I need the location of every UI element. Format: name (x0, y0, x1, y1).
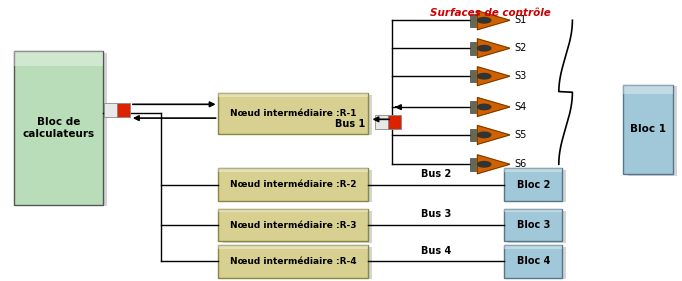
Bar (218, 169, 368, 172)
Text: Bloc 1: Bloc 1 (630, 124, 666, 134)
Text: Nœud intermédiaire :R-2: Nœud intermédiaire :R-2 (230, 180, 357, 189)
Text: Nœud intermédiaire :R-4: Nœud intermédiaire :R-4 (230, 257, 357, 266)
Bar (222, 95, 372, 135)
Bar (508, 211, 566, 243)
Bar (218, 245, 368, 249)
Text: S5: S5 (514, 130, 527, 140)
Circle shape (477, 17, 491, 23)
Text: Bloc 2: Bloc 2 (516, 180, 550, 190)
Polygon shape (477, 126, 509, 144)
Text: Bus 4: Bus 4 (421, 246, 451, 256)
Polygon shape (477, 67, 509, 86)
Bar (218, 209, 368, 212)
Text: Bloc 3: Bloc 3 (516, 220, 550, 230)
Circle shape (477, 162, 491, 167)
Bar (104, 103, 117, 117)
Text: S1: S1 (514, 15, 527, 25)
Polygon shape (477, 98, 509, 116)
Bar (508, 247, 566, 279)
Circle shape (477, 46, 491, 51)
Bar (471, 70, 479, 83)
Text: Nœud intermédiaire :R-3: Nœud intermédiaire :R-3 (230, 221, 357, 230)
Bar (18, 53, 107, 207)
Text: Bloc de
calculateurs: Bloc de calculateurs (23, 117, 95, 139)
Text: Bus 2: Bus 2 (421, 169, 451, 179)
Bar (623, 85, 673, 94)
Text: Bus 3: Bus 3 (421, 210, 451, 219)
Circle shape (477, 104, 491, 110)
Bar (471, 129, 479, 141)
Bar (508, 170, 566, 202)
Circle shape (477, 132, 491, 138)
Bar (505, 245, 562, 249)
Text: Surfaces de contrôle: Surfaces de contrôle (430, 8, 551, 18)
Text: Bloc 4: Bloc 4 (516, 257, 550, 266)
Bar (471, 101, 479, 113)
Bar (505, 169, 562, 201)
Circle shape (477, 73, 491, 79)
Bar (218, 93, 368, 133)
Bar (14, 51, 103, 205)
Bar (218, 209, 368, 241)
Text: Bus 1: Bus 1 (335, 119, 365, 129)
Polygon shape (477, 39, 509, 58)
Bar (505, 245, 562, 278)
Bar (117, 103, 130, 117)
Bar (471, 14, 479, 27)
Bar (222, 170, 372, 202)
Polygon shape (477, 11, 509, 30)
Text: S4: S4 (514, 102, 527, 112)
Polygon shape (477, 155, 509, 174)
Bar (14, 51, 103, 66)
Text: S2: S2 (514, 43, 527, 53)
Bar (218, 169, 368, 201)
Bar (222, 247, 372, 279)
Bar (218, 245, 368, 278)
Bar (505, 169, 562, 172)
Bar (471, 42, 479, 55)
Text: S3: S3 (514, 71, 527, 81)
Bar (505, 209, 562, 212)
Bar (505, 209, 562, 241)
Bar (375, 115, 388, 129)
Bar (222, 211, 372, 243)
Bar (388, 115, 401, 129)
Bar (623, 85, 673, 174)
Bar (218, 93, 368, 97)
Bar (627, 86, 677, 176)
Text: Nœud intermédiaire :R-1: Nœud intermédiaire :R-1 (230, 109, 357, 118)
Text: S6: S6 (514, 159, 527, 169)
Bar (471, 158, 479, 171)
